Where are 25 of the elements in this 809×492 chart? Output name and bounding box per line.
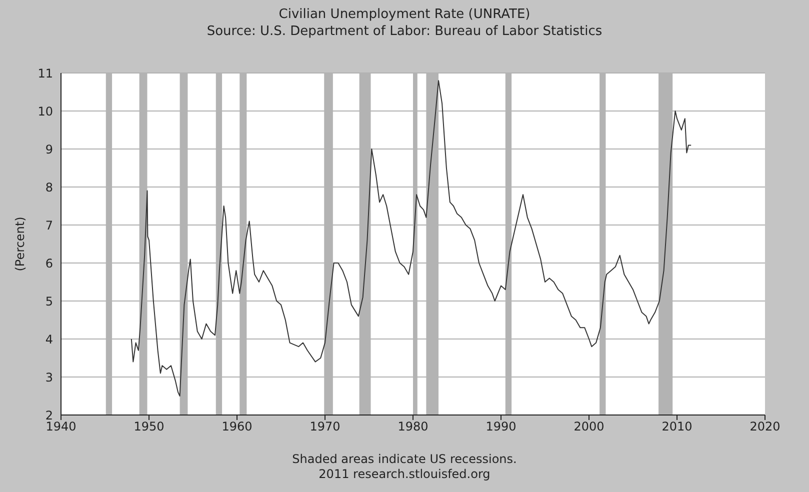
text: 2011 research.stlouisfed.org: [318, 467, 492, 482]
y-tick-label: 10: [38, 104, 53, 118]
x-tick-label: 2000: [574, 420, 604, 434]
x-tick-label: 1960: [222, 420, 252, 434]
line-series: [130, 80, 692, 396]
y-tick-label: 5: [45, 294, 53, 308]
x-tick-label: 1950: [134, 420, 164, 434]
y-tick-label: 2: [45, 408, 53, 422]
y-tick-label: 9: [45, 142, 53, 156]
x-tick-label: 2020: [750, 420, 780, 434]
chart-title: Civilian Unemployment Rate (UNRATE): [278, 6, 532, 23]
text: Shaded areas indicate US recessions.: [291, 452, 518, 467]
x-tick-label: 1980: [398, 420, 428, 434]
y-tick-label: 4: [45, 332, 53, 346]
x-tick-label: 1970: [310, 420, 340, 434]
y-axis-title: (Percent): [13, 216, 27, 274]
x-tick-label: 1990: [486, 420, 516, 434]
y-tick-label: 7: [45, 218, 53, 232]
x-tick-label: 1940: [46, 420, 76, 434]
y-tick-label: 8: [45, 180, 53, 194]
y-tick-label: 6: [45, 256, 53, 270]
y-tick-label: 3: [45, 370, 53, 384]
y-tick-label: 11: [38, 66, 53, 80]
x-tick-label: 2010: [662, 420, 692, 434]
chart-subtitle: Source: U.S. Department of Labor: Bureau of Labor Statistics: [206, 23, 604, 40]
